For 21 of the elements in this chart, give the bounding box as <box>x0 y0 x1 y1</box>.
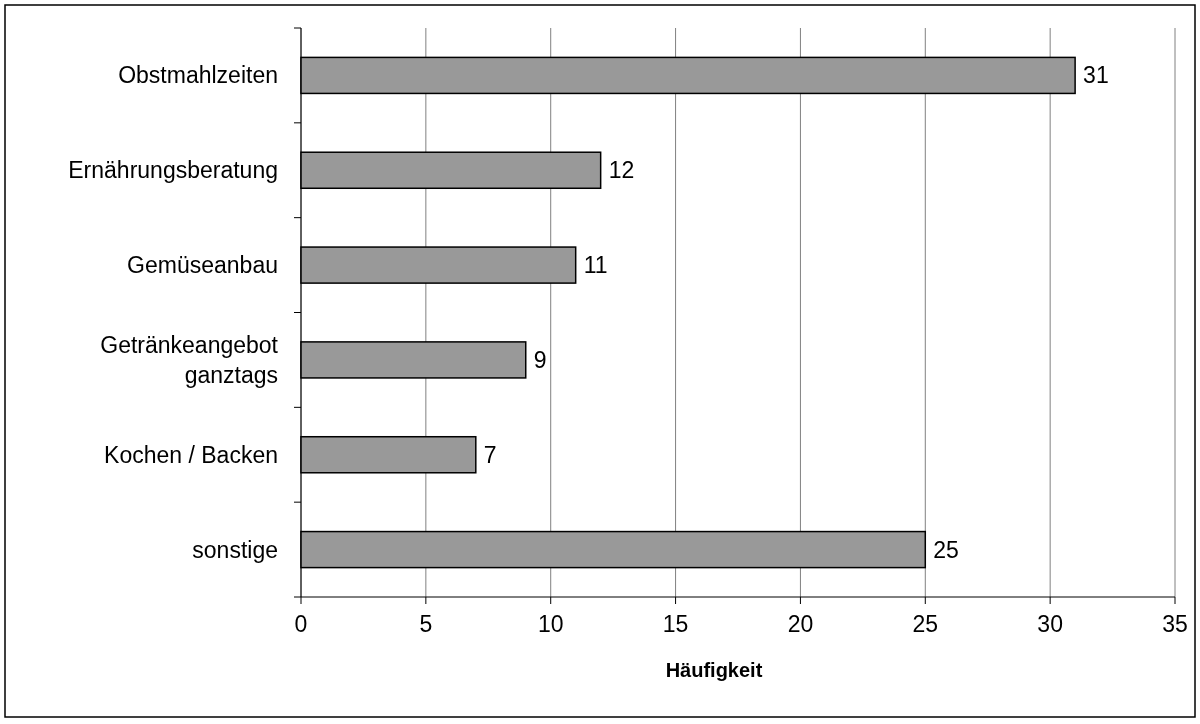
x-tick-label: 5 <box>419 611 433 637</box>
y-tick-label: Ernährungsberatung <box>68 157 278 184</box>
data-label: 9 <box>533 346 547 373</box>
data-label: 7 <box>483 441 497 468</box>
x-tick-label: 30 <box>1037 611 1063 637</box>
y-tick-label: Getränkeangebot ganztags <box>100 331 279 388</box>
data-label: 31 <box>1083 62 1109 89</box>
x-tick-label: 25 <box>912 611 939 637</box>
data-label: 12 <box>608 157 635 184</box>
x-tick-label: 10 <box>537 611 564 637</box>
y-tick-label: Kochen / Backen <box>104 441 278 468</box>
y-tick-label: Obstmahlzeiten <box>118 62 278 89</box>
x-tick-label: 20 <box>787 611 814 637</box>
y-tick-label: Gemüseanbau <box>127 252 278 279</box>
x-axis-title: Häufigkeit <box>665 659 763 681</box>
y-tick-label: sonstige <box>192 536 278 563</box>
data-label: 11 <box>583 252 608 279</box>
x-tick-label: 35 <box>1162 611 1188 637</box>
data-label: 25 <box>933 536 959 563</box>
x-tick-label: 0 <box>294 611 308 637</box>
x-tick-label: 15 <box>662 611 689 637</box>
